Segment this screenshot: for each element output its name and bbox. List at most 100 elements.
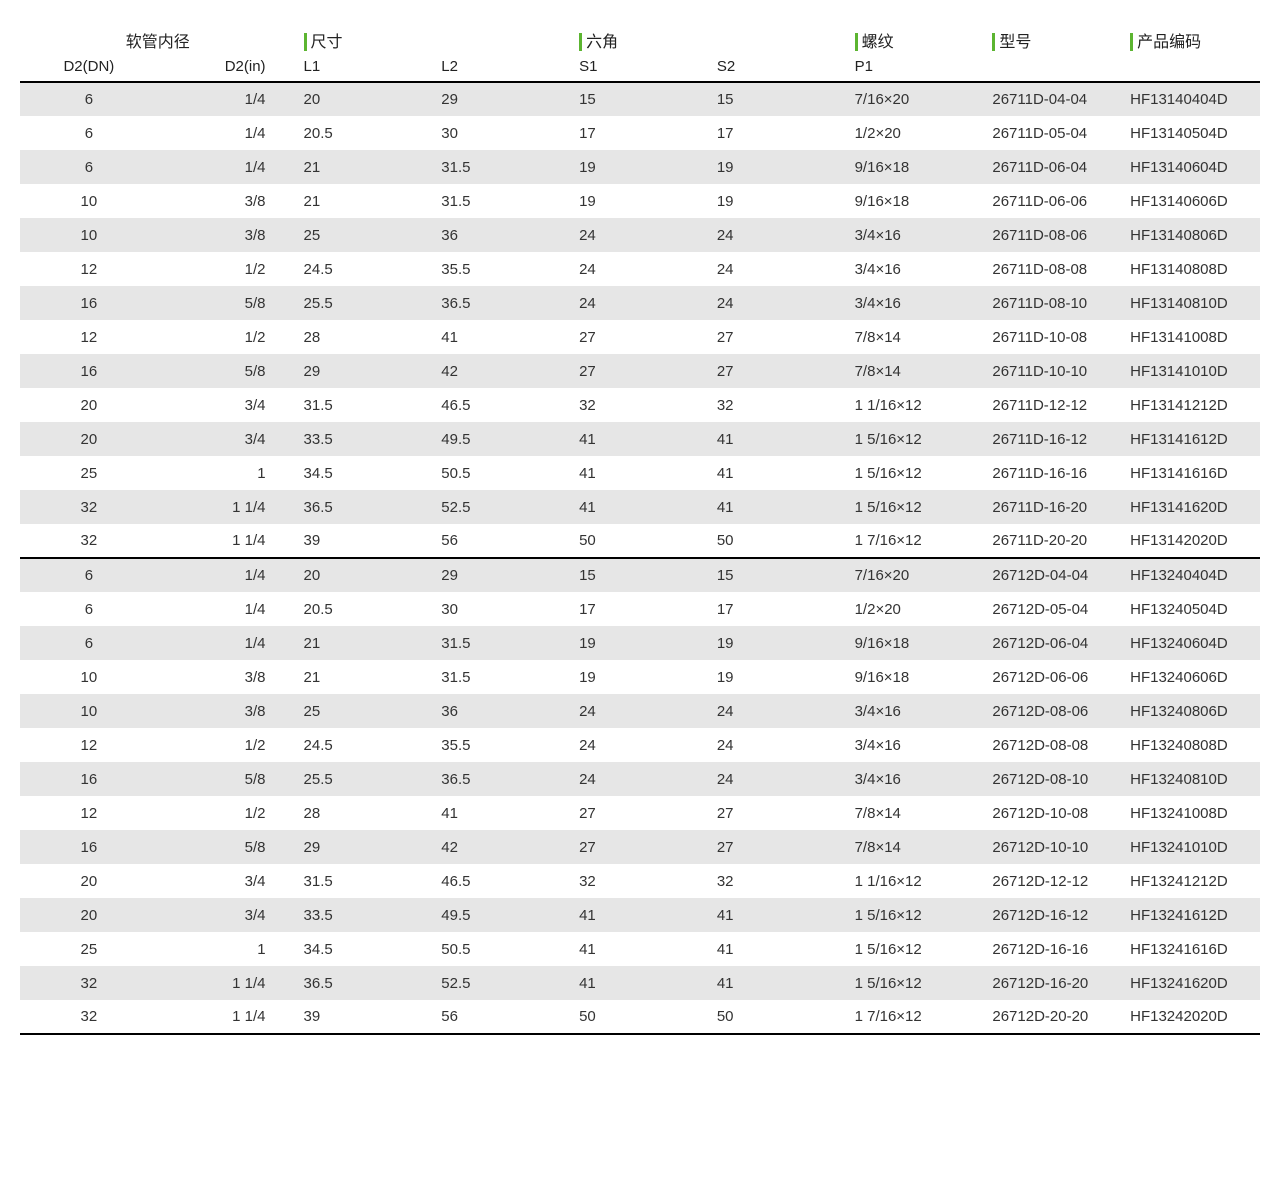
table-cell: HF13241212D [1122,864,1260,898]
table-cell: 26712D-10-08 [984,796,1122,830]
table-cell: 3/4 [158,422,296,456]
table-cell: 16 [20,762,158,796]
table-cell: 1/2 [158,252,296,286]
table-cell: 25 [296,218,434,252]
table-cell: 1 [158,456,296,490]
table-cell: 26712D-08-10 [984,762,1122,796]
table-cell: 26712D-05-04 [984,592,1122,626]
table-cell: 3/4×16 [847,762,985,796]
table-cell: HF13241616D [1122,932,1260,966]
table-cell: 26712D-16-12 [984,898,1122,932]
table-cell: 41 [709,932,847,966]
table-cell: 3/8 [158,218,296,252]
table-cell: 29 [433,558,571,592]
table-cell: 41 [571,456,709,490]
table-cell: 1 5/16×12 [847,898,985,932]
table-cell: 3/4 [158,388,296,422]
table-cell: 17 [571,592,709,626]
table-cell: HF13240404D [1122,558,1260,592]
table-cell: HF13240606D [1122,660,1260,694]
table-cell: 24 [709,252,847,286]
table-cell: 27 [709,796,847,830]
table-cell: 3/8 [158,660,296,694]
table-cell: 56 [433,1000,571,1034]
table-cell: 24.5 [296,252,434,286]
table-cell: 29 [296,354,434,388]
table-cell: 17 [709,116,847,150]
table-cell: 15 [709,558,847,592]
table-row: 165/825.536.524243/4×1626712D-08-10HF132… [20,762,1260,796]
table-cell: 12 [20,320,158,354]
table-cell: 25 [20,456,158,490]
table-cell: HF13142020D [1122,524,1260,558]
table-cell: 26712D-12-12 [984,864,1122,898]
table-cell: 1 1/4 [158,490,296,524]
table-cell: 32 [571,388,709,422]
table-cell: 17 [571,116,709,150]
table-cell: 41 [571,932,709,966]
table-body: 61/4202915157/16×2026711D-04-04HF1314040… [20,82,1260,1034]
table-cell: HF13240504D [1122,592,1260,626]
table-cell: 41 [433,320,571,354]
group-header: 螺纹 [847,20,985,56]
table-cell: 32 [20,1000,158,1034]
table-cell: 3/4 [158,898,296,932]
table-cell: 6 [20,82,158,116]
table-row: 321 1/4395650501 7/16×1226712D-20-20HF13… [20,1000,1260,1034]
table-cell: HF13240806D [1122,694,1260,728]
group-header-label: 软管内径 [126,34,190,51]
table-cell: 10 [20,660,158,694]
table-row: 61/420.53017171/2×2026712D-05-04HF132405… [20,592,1260,626]
table-cell: 6 [20,592,158,626]
table-cell: 1 5/16×12 [847,490,985,524]
table-cell: HF13141620D [1122,490,1260,524]
table-cell: 21 [296,150,434,184]
table-cell: 3/4×16 [847,218,985,252]
table-cell: 12 [20,252,158,286]
column-header [984,56,1122,82]
table-row: 25134.550.541411 5/16×1226711D-16-16HF13… [20,456,1260,490]
table-cell: HF13240808D [1122,728,1260,762]
table-cell: 31.5 [433,626,571,660]
table-cell: 19 [709,626,847,660]
table-cell: 42 [433,830,571,864]
table-cell: 1/2 [158,796,296,830]
table-cell: 1/2×20 [847,116,985,150]
table-cell: 26711D-10-10 [984,354,1122,388]
table-cell: HF13140806D [1122,218,1260,252]
table-cell: 36.5 [296,490,434,524]
column-header: D2(DN) [20,56,158,82]
table-cell: 26712D-08-06 [984,694,1122,728]
table-cell: 1/4 [158,82,296,116]
group-header-label: 螺纹 [862,34,894,51]
group-header: 产品编码 [1122,20,1260,56]
table-cell: 25 [296,694,434,728]
table-cell: 6 [20,626,158,660]
table-cell: 5/8 [158,286,296,320]
table-cell: HF13140604D [1122,150,1260,184]
table-cell: 27 [571,354,709,388]
table-cell: 25.5 [296,762,434,796]
table-cell: 1/4 [158,116,296,150]
table-row: 61/420.53017171/2×2026711D-05-04HF131405… [20,116,1260,150]
table-cell: 1 7/16×12 [847,1000,985,1034]
table-cell: 20 [20,864,158,898]
accent-marker-icon [579,33,582,51]
table-cell: 26711D-08-08 [984,252,1122,286]
group-header: 型号 [984,20,1122,56]
table-cell: HF13141212D [1122,388,1260,422]
table-cell: 39 [296,1000,434,1034]
table-cell: 36.5 [296,966,434,1000]
table-cell: 19 [571,184,709,218]
table-cell: 3/4 [158,864,296,898]
table-cell: 26711D-12-12 [984,388,1122,422]
table-row: 121/224.535.524243/4×1626711D-08-08HF131… [20,252,1260,286]
table-cell: 3/4×16 [847,252,985,286]
table-cell: 32 [20,966,158,1000]
table-cell: 7/8×14 [847,320,985,354]
table-cell: 31.5 [296,864,434,898]
table-row: 203/433.549.541411 5/16×1226711D-16-12HF… [20,422,1260,456]
table-cell: 19 [709,150,847,184]
table-cell: 50.5 [433,932,571,966]
table-row: 165/825.536.524243/4×1626711D-08-10HF131… [20,286,1260,320]
